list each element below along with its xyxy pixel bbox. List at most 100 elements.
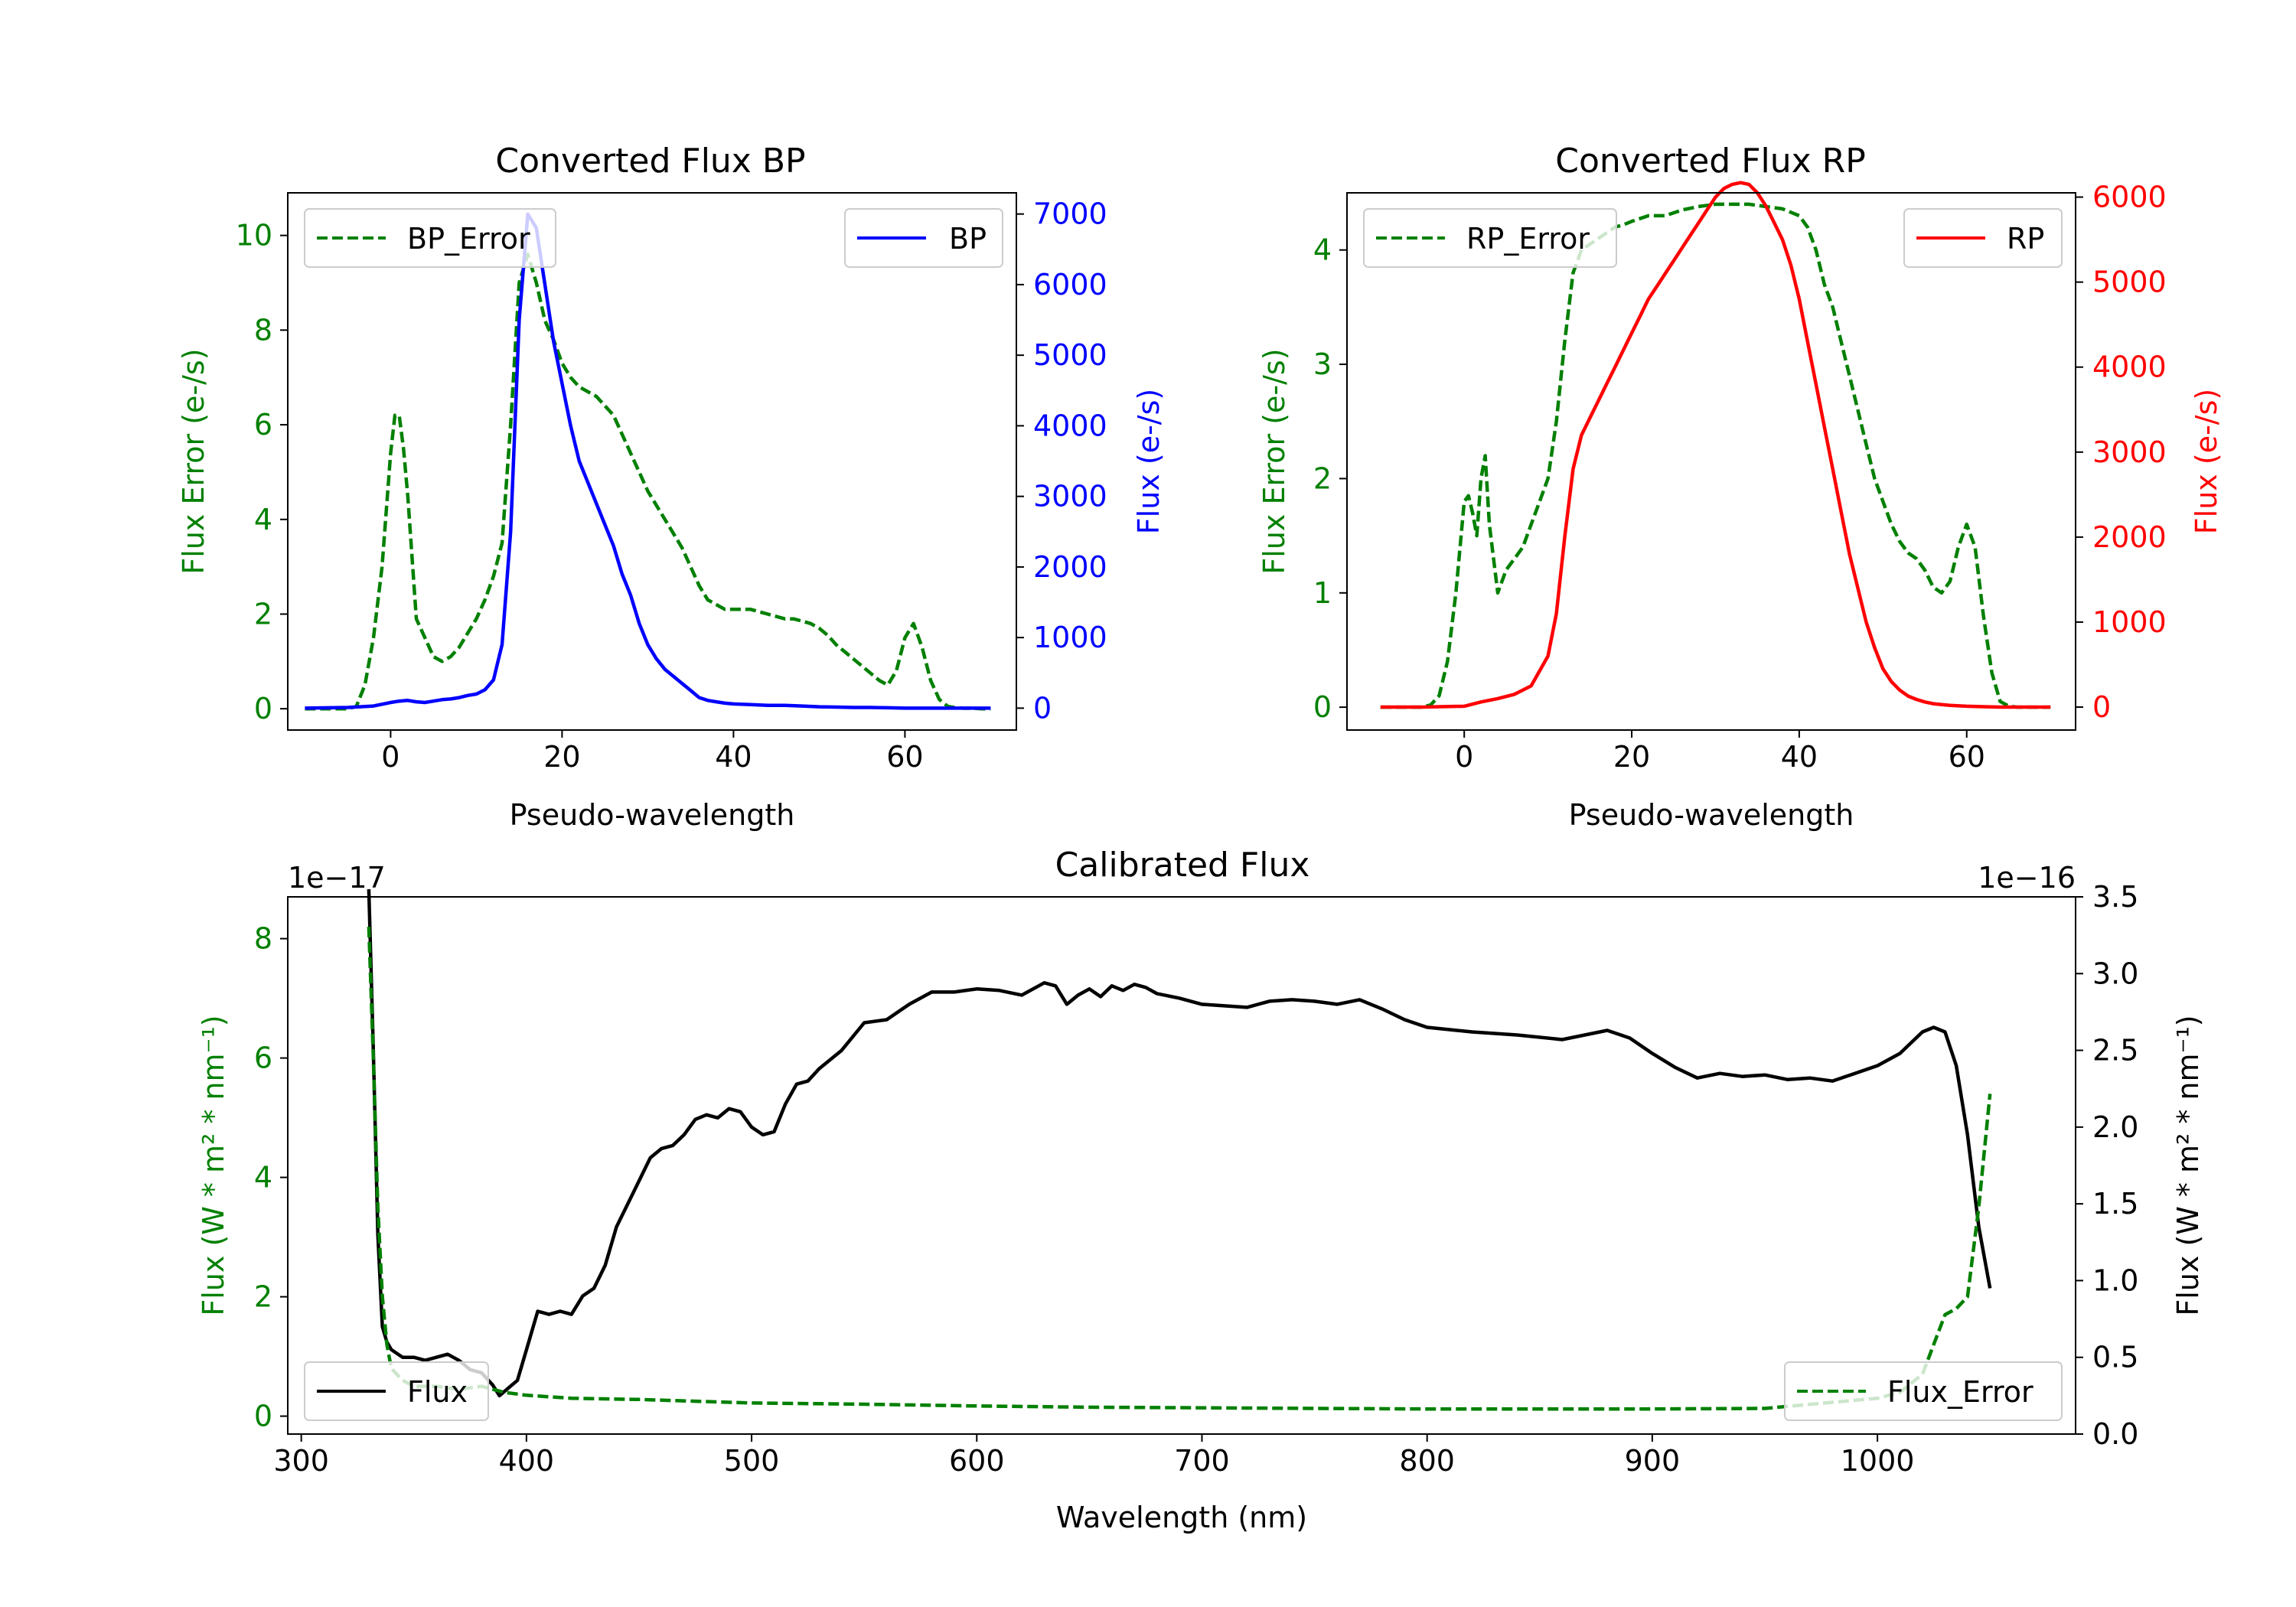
bp-legend-error: BP_Error (304, 208, 556, 268)
rp-right-tick-label: 2000 (2092, 520, 2167, 554)
cal-right-offset: 1e−16 (1978, 861, 2076, 895)
cal-right-tick-label: 3.5 (2092, 880, 2138, 914)
rp-right-tick-label: 6000 (2092, 181, 2167, 214)
rp-left-tick-label: 1 (1313, 576, 1332, 610)
cal-left-tick-label: 2 (254, 1280, 272, 1314)
bp-right-y-label: Flux (e-/s) (1132, 389, 1166, 534)
bp-flux-line (305, 212, 991, 710)
bp-x-tick-label: 60 (886, 740, 923, 774)
cal-right-y-label: Flux (W * m² * nm⁻¹) (2171, 1015, 2205, 1315)
bp-left-y-label: Flux Error (e-/s) (177, 348, 210, 574)
rp-left-y-label: Flux Error (e-/s) (1257, 348, 1291, 574)
bp-x-tick-label: 0 (381, 740, 400, 774)
cal-title: Calibrated Flux (1055, 846, 1310, 885)
cal-left-offset: 1e−17 (288, 861, 386, 895)
rp-right-tick-label: 3000 (2092, 435, 2167, 469)
bp-x-tick-label: 20 (543, 740, 580, 774)
cal-legend-error: Flux_Error (1784, 1361, 2063, 1421)
bp-axes-frame (287, 192, 1017, 731)
bp-left-tick-label: 2 (254, 597, 272, 631)
cal-x-tick-label: 600 (949, 1444, 1005, 1478)
cal-right-tick-label: 1.0 (2092, 1263, 2138, 1297)
cal-right-tick-label: 1.5 (2092, 1187, 2138, 1221)
cal-right-tick-label: 3.0 (2092, 957, 2138, 990)
bp-right-tick-label: 6000 (1033, 268, 1107, 302)
bp-right-tick-label: 1000 (1033, 621, 1107, 654)
bp-x-tick-label: 40 (715, 740, 752, 774)
cal-left-ticks: 0 2 4 6 8 (254, 922, 288, 1433)
rp-left-ticks: 0 1 2 3 4 (1313, 233, 1347, 724)
bp-title: Converted Flux BP (495, 142, 805, 181)
rp-axes-frame (1346, 192, 2076, 731)
rp-title: Converted Flux RP (1555, 142, 1866, 181)
cal-right-tick-label: 2.5 (2092, 1034, 2138, 1068)
cal-left-tick-label: 4 (254, 1161, 272, 1195)
bp-right-tick-label: 2000 (1033, 550, 1107, 584)
bp-x-ticks: 0 20 40 60 (381, 730, 924, 774)
cal-x-ticks: 300 400 500 600 700 800 900 1000 (273, 1434, 1914, 1478)
rp-x-tick-label: 0 (1455, 740, 1473, 774)
cal-right-tick-label: 0.0 (2092, 1417, 2138, 1451)
bp-plot-area (305, 212, 991, 711)
bp-right-tick-label: 0 (1033, 691, 1052, 725)
bp-right-tick-label: 4000 (1033, 409, 1107, 442)
rp-left-tick-label: 2 (1313, 461, 1332, 495)
cal-x-tick-label: 700 (1174, 1444, 1230, 1478)
bp-right-tick-label: 5000 (1033, 338, 1107, 372)
rp-x-label: Pseudo-wavelength (1569, 798, 1854, 832)
rp-x-tick-label: 40 (1781, 740, 1818, 774)
cal-left-y-label: Flux (W * m² * nm⁻¹) (197, 1015, 230, 1315)
cal-legend-flux-box (304, 1361, 489, 1421)
bp-left-ticks: 0 2 4 6 8 10 (236, 219, 288, 725)
panel-rp: Converted Flux RP 0 20 40 60 0 1 2 3 4 0 1000 200… (1257, 142, 2223, 832)
rp-x-tick-label: 20 (1613, 740, 1650, 774)
rp-right-tick-label: 4000 (2092, 350, 2167, 384)
rp-left-tick-label: 3 (1313, 347, 1332, 381)
rp-right-ticks: 0 1000 2000 3000 4000 5000 6000 (2076, 181, 2167, 724)
cal-legend-flux: Flux (304, 1361, 489, 1421)
rp-right-tick-label: 0 (2092, 690, 2111, 724)
rp-right-tick-label: 1000 (2092, 605, 2167, 639)
rp-legend-error-label: RP_Error (1466, 222, 1590, 256)
cal-x-tick-label: 500 (724, 1444, 780, 1478)
cal-x-tick-label: 300 (273, 1444, 329, 1478)
rp-x-ticks: 0 20 40 60 (1455, 730, 1985, 774)
bp-x-label: Pseudo-wavelength (510, 798, 795, 832)
bp-right-tick-label: 3000 (1033, 480, 1107, 513)
cal-axes-frame (287, 896, 2076, 1435)
cal-right-tick-label: 0.5 (2092, 1341, 2138, 1374)
cal-flux-line (367, 888, 1992, 1398)
cal-left-tick-label: 8 (254, 922, 272, 956)
bp-left-tick-label: 0 (254, 692, 272, 725)
cal-x-tick-label: 900 (1625, 1444, 1681, 1478)
cal-x-label: Wavelength (nm) (1056, 1501, 1307, 1534)
bp-legend-flux: BP (844, 208, 1003, 268)
cal-left-tick-label: 0 (254, 1400, 272, 1433)
cal-legend-flux-label: Flux (407, 1375, 468, 1409)
bp-legend-error-box (304, 208, 556, 268)
bp-legend-flux-label: BP (949, 222, 987, 256)
bp-right-tick-label: 7000 (1033, 197, 1107, 231)
cal-plot-area (367, 888, 1992, 1411)
bp-legend-error-label: BP_Error (407, 222, 530, 256)
panel-bp: Converted Flux BP 0 20 40 60 0 2 4 6 8 10 0 1000 2… (177, 142, 1166, 832)
cal-legend-error-box (1784, 1361, 2063, 1421)
rp-flux-line (1380, 181, 2051, 709)
bp-right-ticks: 0 1000 2000 3000 4000 5000 6000 7000 (1016, 197, 1107, 725)
rp-error-line (1380, 202, 2051, 709)
rp-legend-flux-label: RP (2007, 222, 2044, 256)
bp-left-tick-label: 8 (254, 313, 272, 347)
panel-calibrated: Calibrated Flux 1e−17 1e−16 300 400 500 600… (197, 846, 2205, 1534)
rp-x-tick-label: 60 (1949, 740, 1985, 774)
cal-x-tick-label: 400 (499, 1444, 555, 1478)
rp-legend-error: RP_Error (1363, 208, 1617, 268)
cal-right-ticks: 0.0 0.5 1.0 1.5 2.0 2.5 3.0 3.5 (2076, 880, 2138, 1451)
rp-right-y-label: Flux (e-/s) (2190, 389, 2223, 534)
rp-right-tick-label: 5000 (2092, 266, 2167, 299)
rp-legend-error-box (1363, 208, 1617, 268)
bp-left-tick-label: 4 (254, 503, 272, 536)
cal-left-tick-label: 6 (254, 1041, 272, 1075)
cal-legend-error-label: Flux_Error (1887, 1375, 2033, 1409)
rp-left-tick-label: 4 (1313, 233, 1332, 267)
